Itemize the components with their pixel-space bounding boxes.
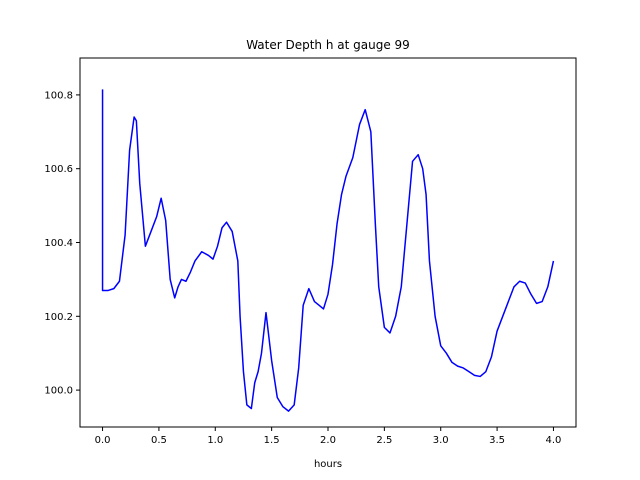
y-tick-label: 100.6 [44, 164, 73, 175]
series-line-0 [101, 89, 555, 412]
y-tick-label: 100.2 [44, 312, 73, 323]
x-axis-label: hours [314, 459, 342, 470]
x-tick-label: 4.0 [546, 435, 562, 446]
y-tick-label: 100.0 [44, 386, 73, 397]
x-tick-label: 2.5 [376, 435, 392, 446]
plot-area [101, 89, 555, 412]
x-axis: 0.0 0.5 1.0 1.5 2.0 2.5 3.0 3.5 4.0 [95, 427, 562, 446]
y-axis: 100.0 100.2 100.4 100.6 100.8 [44, 90, 80, 397]
y-tick-label: 100.8 [44, 90, 73, 101]
x-tick-label: 0.0 [95, 435, 111, 446]
x-tick-label: 1.0 [207, 435, 223, 446]
x-tick-label: 0.5 [151, 435, 167, 446]
x-tick-label: 1.5 [264, 435, 280, 446]
x-tick-label: 3.0 [433, 435, 449, 446]
x-tick-label: 3.5 [489, 435, 505, 446]
chart-title: Water Depth h at gauge 99 [246, 38, 410, 52]
x-tick-label: 2.0 [320, 435, 336, 446]
y-tick-label: 100.4 [44, 238, 73, 249]
